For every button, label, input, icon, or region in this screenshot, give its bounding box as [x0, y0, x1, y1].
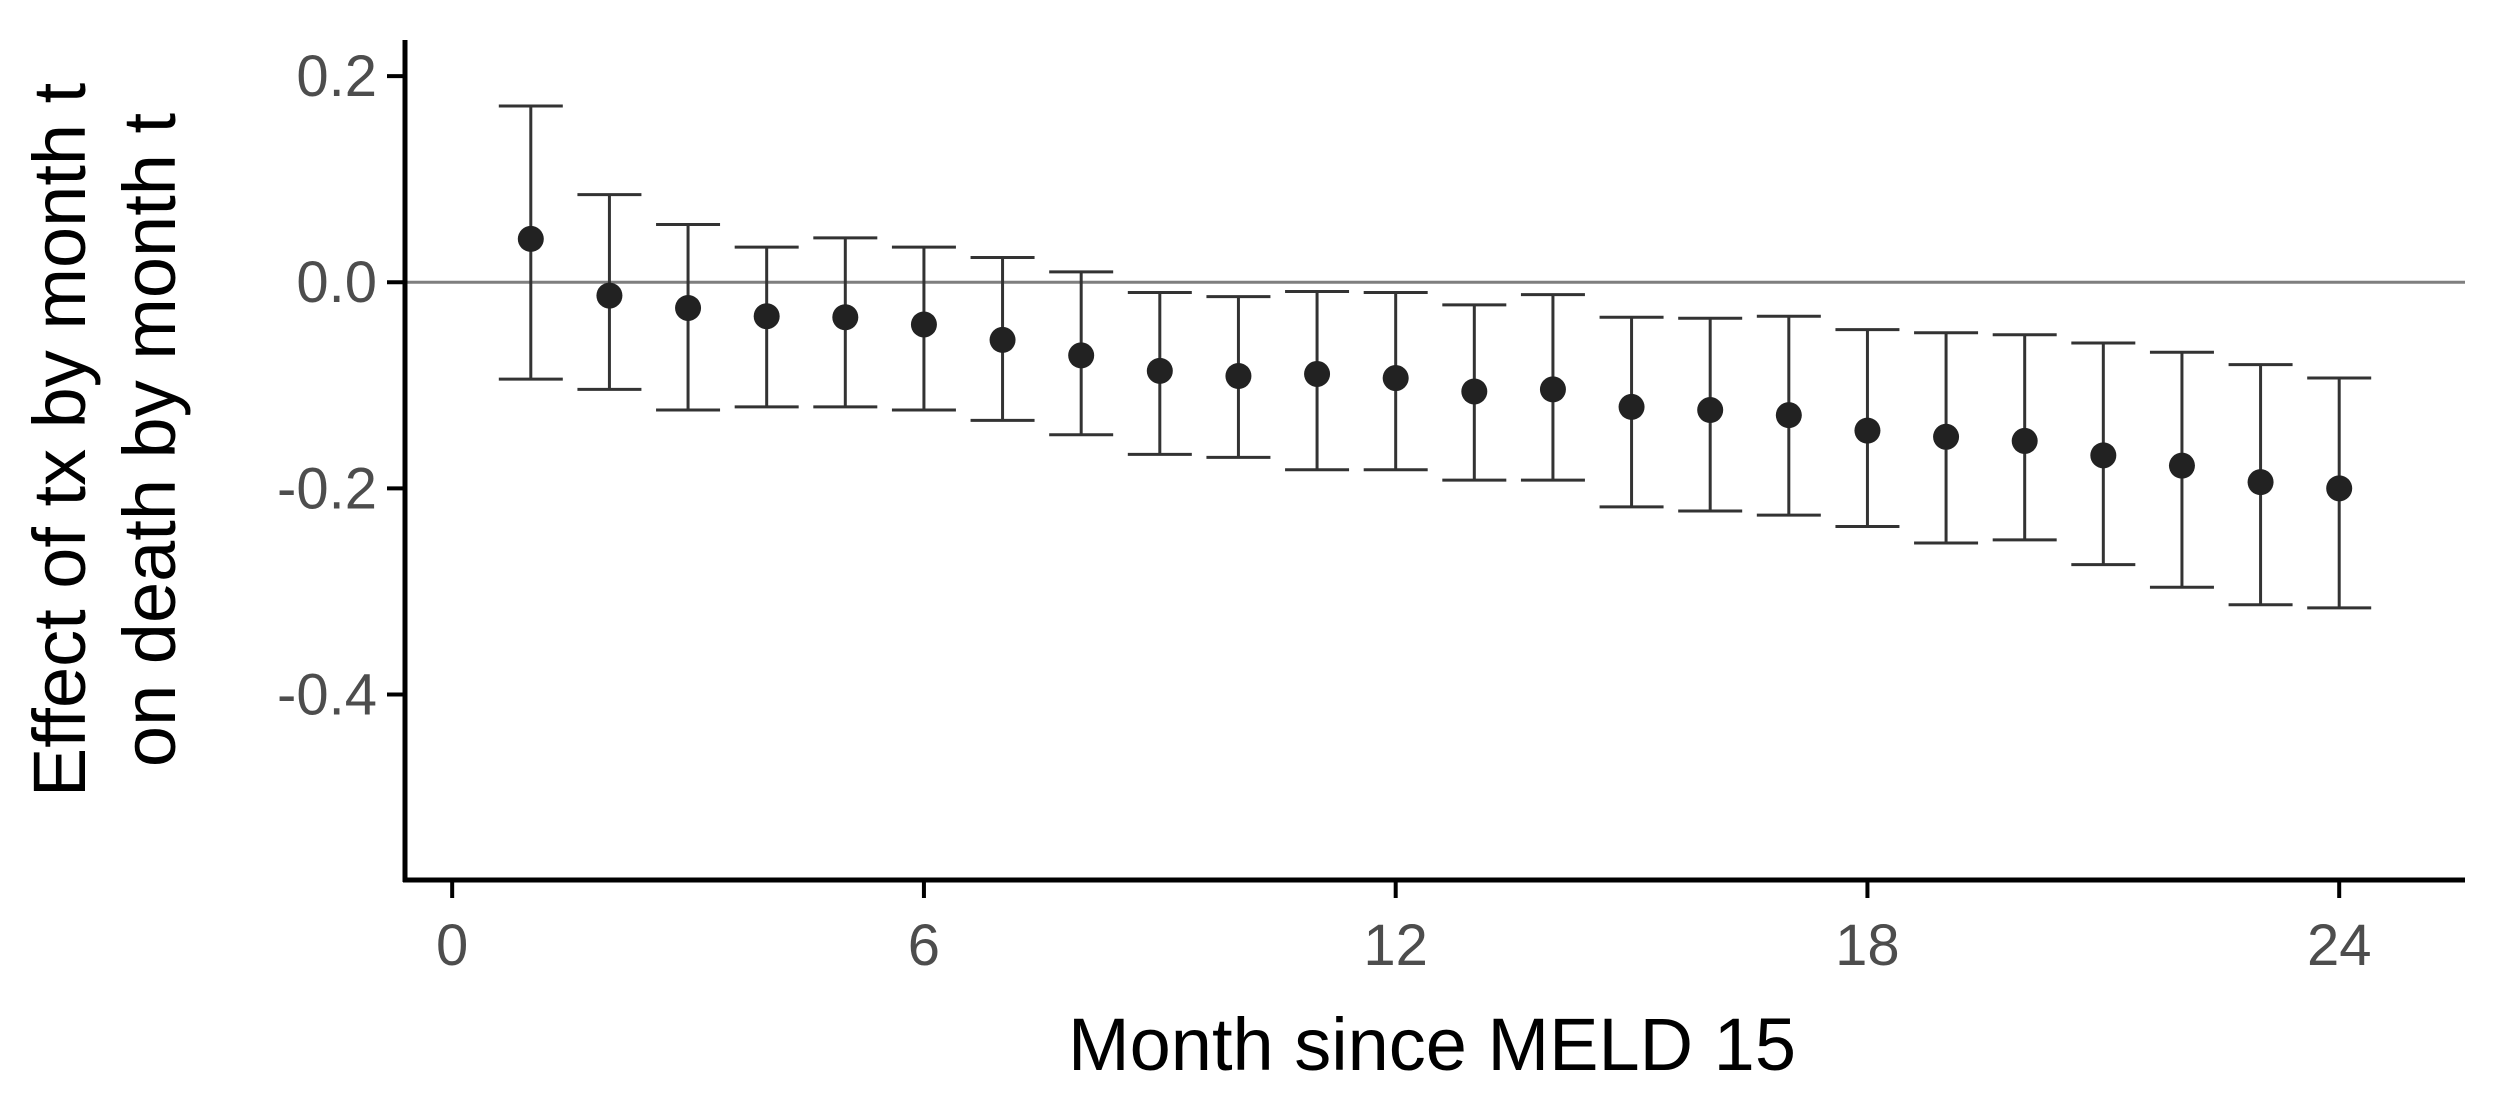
data-point-group: [2149, 350, 2214, 589]
x-tick-label: 6: [908, 913, 940, 978]
data-point-group: [1127, 291, 1192, 456]
x-axis-title: Month since MELD 15: [1068, 1003, 1796, 1086]
data-point: [1382, 365, 1409, 392]
data-point-group: [1992, 333, 2057, 542]
data-point-group: [1914, 331, 1979, 545]
data-point-group: [1442, 303, 1507, 482]
data-point-group: [1206, 295, 1271, 459]
data-point: [1225, 363, 1252, 389]
data-point: [1775, 402, 1802, 429]
data-point-group: [498, 104, 563, 381]
data-point-group: [2228, 363, 2293, 607]
y-tick-label: -0.4: [277, 662, 377, 727]
data-point: [832, 304, 859, 331]
plot-area: [405, 104, 2465, 610]
y-tick-label: -0.2: [277, 456, 377, 521]
data-point: [2011, 427, 2038, 454]
data-point-group: [1520, 293, 1585, 482]
data-point: [596, 282, 623, 309]
data-point: [675, 294, 702, 321]
data-point: [1854, 417, 1881, 444]
data-point-group: [813, 236, 878, 409]
data-point: [989, 326, 1016, 353]
data-point: [753, 303, 780, 330]
data-point-group: [1363, 291, 1428, 472]
data-point-group: [2307, 376, 2372, 610]
data-point: [517, 225, 544, 252]
data-point-group: [2071, 341, 2136, 567]
data-point: [1933, 423, 1960, 450]
y-axis-title-line-1: Effect of tx by month t: [18, 82, 101, 797]
data-point: [1461, 378, 1488, 405]
data-point-group: [1285, 289, 1350, 472]
data-point-group: [891, 245, 956, 412]
data-point: [2247, 469, 2274, 496]
data-point-group: [1599, 315, 1664, 509]
y-tick-label: 0.0: [296, 250, 377, 315]
data-point: [2326, 475, 2353, 502]
data-point-group: [1756, 314, 1821, 517]
x-tick-label: 24: [2307, 913, 2372, 978]
y-axis-title-line-2: on death by month t: [108, 113, 191, 768]
data-point: [2090, 442, 2117, 469]
x-tick-label: 0: [436, 913, 468, 978]
y-axis-title: Effect of tx by month t on death by mont…: [18, 82, 191, 797]
axes: 0.2 0.0 -0.2 -0.4 0 6 12 18 24: [277, 40, 2465, 978]
data-point-group: [656, 222, 721, 412]
data-point-group: [734, 245, 799, 409]
data-point: [1697, 397, 1724, 424]
x-tick-label: 18: [1835, 913, 1900, 978]
data-point: [1146, 357, 1173, 384]
y-tick-label: 0.2: [296, 44, 377, 109]
data-point: [1539, 376, 1566, 403]
data-point: [1304, 360, 1331, 387]
data-point-group: [1678, 316, 1743, 513]
x-tick-label: 12: [1363, 913, 1428, 978]
data-point: [1618, 393, 1645, 420]
data-point: [910, 311, 937, 338]
data-point: [2168, 452, 2195, 479]
data-point: [1068, 342, 1095, 369]
data-point-group: [577, 193, 642, 391]
data-point-group: [1049, 270, 1114, 437]
data-point-group: [1835, 328, 1900, 528]
data-point-group: [970, 255, 1035, 422]
